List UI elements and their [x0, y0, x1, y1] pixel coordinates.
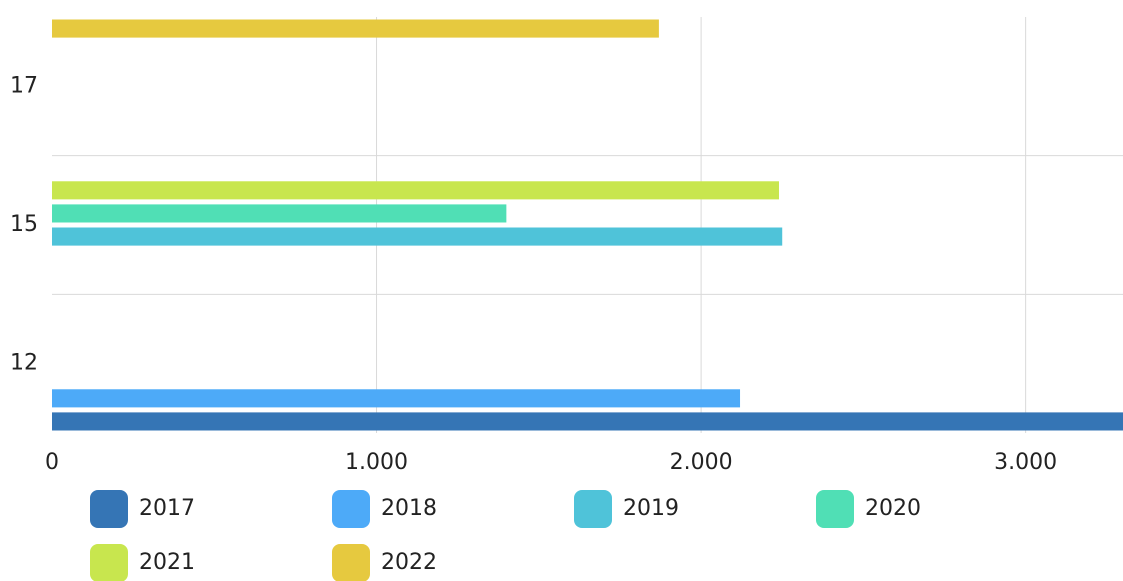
legend-label: 2018 [381, 496, 437, 521]
bar [52, 19, 659, 38]
bar [52, 227, 783, 246]
y-tick-label: 17 [10, 73, 38, 98]
legend-swatch [90, 544, 128, 581]
x-tick-label: 3.000 [994, 450, 1057, 475]
bar [52, 204, 507, 223]
x-tick-label: 1.000 [345, 450, 408, 475]
y-tick-label: 12 [10, 351, 38, 376]
bar [52, 181, 779, 200]
legend-swatch [90, 490, 128, 528]
x-tick-label: 0 [45, 450, 59, 475]
legend-swatch [574, 490, 612, 528]
legend-label: 2022 [381, 550, 437, 575]
legend-label: 2019 [623, 496, 679, 521]
legend-swatch [816, 490, 854, 528]
y-tick-label: 15 [10, 212, 38, 237]
legend-label: 2020 [865, 496, 921, 521]
legend-swatch [332, 544, 370, 581]
legend-swatch [332, 490, 370, 528]
legend-label: 2017 [139, 496, 195, 521]
bar [52, 412, 1123, 431]
x-tick-label: 2.000 [670, 450, 733, 475]
bar [52, 389, 741, 408]
legend-label: 2021 [139, 550, 195, 575]
